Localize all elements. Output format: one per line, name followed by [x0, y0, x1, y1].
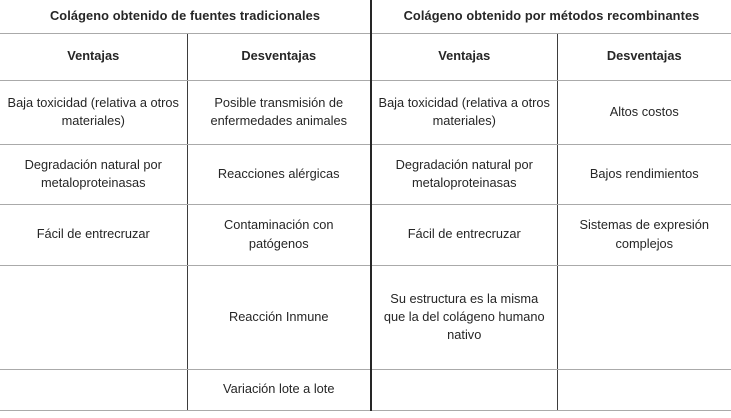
- table-row: Reacción Inmune Su estructura es la mism…: [0, 265, 731, 370]
- table-cell: Sistemas de expresión complejos: [557, 204, 731, 266]
- column-header-ventajas-tradicional: Ventajas: [0, 33, 188, 81]
- group-header-recombinant: Colágeno obtenido por métodos recombinan…: [371, 0, 731, 34]
- table-row: Fácil de entrecruzar Contaminación con p…: [0, 204, 731, 266]
- table-cell-empty: [557, 369, 731, 411]
- table-cell-empty: [557, 265, 731, 370]
- table-cell: Fácil de entrecruzar: [371, 204, 558, 266]
- table-cell: Degradación natural por metaloproteinasa…: [0, 144, 188, 205]
- table-cell: Degradación natural por metaloproteinasa…: [371, 144, 558, 205]
- group-header-row: Colágeno obtenido de fuentes tradicional…: [0, 0, 731, 34]
- table-cell: Fácil de entrecruzar: [0, 204, 188, 266]
- table-cell: Baja toxicidad (relativa a otros materia…: [371, 80, 558, 145]
- table-cell-empty: [371, 369, 558, 411]
- table-cell: Su estructura es la misma que la del col…: [371, 265, 558, 370]
- table-cell-empty: [0, 265, 188, 370]
- table-cell: Reacción Inmune: [187, 265, 372, 370]
- table-cell: Altos costos: [557, 80, 731, 145]
- group-header-traditional: Colágeno obtenido de fuentes tradicional…: [0, 0, 372, 34]
- table-cell: Variación lote a lote: [187, 369, 372, 411]
- column-header-desventajas-recombinante: Desventajas: [557, 33, 731, 81]
- table-cell-empty: [0, 369, 188, 411]
- column-header-ventajas-recombinante: Ventajas: [371, 33, 558, 81]
- table-cell: Contaminación con patógenos: [187, 204, 372, 266]
- table-cell: Bajos rendimientos: [557, 144, 731, 205]
- table-cell: Posible transmisión de enfermedades anim…: [187, 80, 372, 145]
- column-header-row: Ventajas Desventajas Ventajas Desventaja…: [0, 33, 731, 81]
- table-row: Variación lote a lote: [0, 369, 731, 411]
- table-row: Baja toxicidad (relativa a otros materia…: [0, 80, 731, 145]
- table-row: Degradación natural por metaloproteinasa…: [0, 144, 731, 205]
- table-cell: Reacciones alérgicas: [187, 144, 372, 205]
- table-cell: Baja toxicidad (relativa a otros materia…: [0, 80, 188, 145]
- column-header-desventajas-tradicional: Desventajas: [187, 33, 372, 81]
